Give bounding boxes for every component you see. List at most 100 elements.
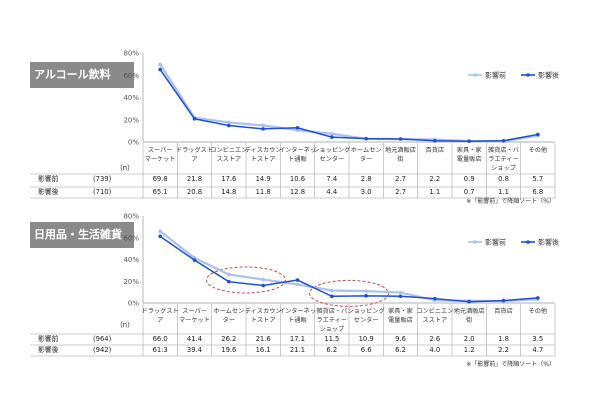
p0-series-0-line [159,63,539,143]
p1-row-0-value-5: 11.5 [324,335,339,343]
p1-category-label-8-1: スストア [422,317,447,324]
p0-row-n-0: (739) [93,175,112,183]
p1-row-name-0: 影響前 [38,334,59,343]
p1-series-0-point-3 [261,277,265,282]
p1-series-1-point-8 [433,296,437,301]
panel-label-alcohol: アルコール飲料 [30,62,134,88]
p1-legend-marker-0 [473,240,477,244]
p1-category-label-7-1: 電量販店 [388,316,413,324]
p1-row-name-1: 影響後 [38,345,59,354]
p1-row-0-value-9: 2.0 [464,335,475,343]
p1-series-0-point-2 [227,272,231,277]
p0-category-label-5-0: ショッピング [313,146,350,154]
p0-row-name-1: 影響後 [38,187,59,196]
p0-row-0-value-10: 0.8 [498,175,509,183]
p1-category-label-2-0: ホームセン [213,308,244,315]
p0-row-1-value-7: 2.7 [395,188,406,196]
p0-legend-label-1: 影響後 [538,71,559,80]
p1-row-1-value-3: 16.1 [256,346,271,354]
p1-series-0-point-6 [364,289,368,293]
p1-row-0-value-3: 21.6 [256,335,271,343]
p0-row-1-value-0: 65.1 [153,188,168,196]
p1-row-0-value-8: 2.6 [429,335,440,343]
p1-sort-note: ※「影響前」で降順ソート（%） [466,360,555,368]
p1-row-0-value-10: 1.8 [498,335,509,343]
p1-ytick-1: 20% [123,278,139,286]
p1-category-label-10-0: 百貨店 [494,307,513,315]
p1-legend-marker-1 [526,240,530,244]
p0-series-0-point-3 [261,123,265,128]
p0-category-label-2-1: スストア [216,156,241,163]
p1-series-1-point-10 [501,298,506,303]
p1-row-1-value-9: 1.2 [464,346,475,354]
p0-category-label-8-0: 百貨店 [426,146,445,154]
p1-series-1-point-7 [398,294,403,299]
p0-category-label-9-1: 電量販店 [457,155,482,163]
p0-row-0-value-7: 2.7 [395,175,406,183]
p1-category-label-0-1: ア [157,317,163,324]
p1-row-0-value-7: 9.6 [395,335,406,343]
p0-series-1-point-10 [501,138,506,143]
p0-series-1-point-11 [536,132,540,137]
p1-ytick-2: 40% [123,256,139,264]
p1-series-1-line [159,235,538,303]
p0-row-1-value-3: 11.8 [256,188,271,196]
p1-category-label-1-1: マーケット [179,317,210,324]
p1-row-0-value-11: 3.5 [532,335,543,343]
p0-row-name-0: 影響前 [38,174,59,183]
p0-row-0-value-6: 2.8 [361,175,372,183]
p1-row-1-value-11: 4.7 [532,346,543,354]
p0-row-1-value-5: 4.4 [326,188,337,196]
p0-ytick-4: 80% [123,50,139,58]
p0-category-label-3-0: ディスカウン [245,146,282,154]
p0-ytick-1: 20% [123,116,139,124]
p1-row-1-value-1: 39.4 [187,346,202,354]
p1-ytick-4: 80% [123,213,139,221]
p0-category-label-4-0: インターネッ [279,146,316,154]
p0-ytick-0: 0% [128,139,139,147]
p1-series-1-point-11 [536,296,540,300]
p0-series-1-point-9 [467,139,471,144]
p1-category-label-6-0: ショッピング [348,307,385,315]
p0-series-0-point-2 [227,120,231,125]
p1-series-1-point-9 [467,299,471,304]
p0-series-1-point-4 [295,125,300,130]
p0-row-1-value-6: 3.0 [361,188,372,196]
p1-row-1-value-5: 6.2 [326,346,337,354]
p1-row-1-value-2: 19.6 [221,346,236,354]
p1-row-1-value-4: 21.1 [290,346,305,354]
p0-series-1-point-8 [433,138,437,143]
p1-series-1-point-1 [192,258,197,262]
p0-row-n-1: (710) [93,188,112,196]
p1-legend-label-1: 影響後 [538,238,559,247]
p0-category-label-0-1: マーケット [145,156,176,163]
p0-category-label-2-0: コンビニエン [210,146,247,154]
p1-series-1-point-3 [261,283,265,288]
p1-legend-label-0: 影響前 [485,238,506,247]
p1-series-1-point-2 [227,279,231,284]
p0-legend-marker-0 [473,73,477,77]
p0-row-0-value-11: 5.7 [532,175,543,183]
p0-series-1-point-2 [227,123,231,128]
p1-category-label-7-0: 家具・家 [388,307,413,315]
p1-row-1-value-10: 2.2 [498,346,509,354]
p1-category-label-9-1: 街 [466,316,472,324]
p1-ytick-3: 60% [123,234,139,242]
p0-row-1-value-8: 1.1 [429,188,440,196]
p1-highlight-ellipse-1 [309,279,389,307]
p1-series-0-point-4 [295,282,300,287]
p0-category-label-0-0: スーパー [148,147,173,154]
p1-row-1-value-8: 4.0 [429,346,440,354]
p1-category-label-5-0: 雑貨店・バ [316,307,347,315]
p1-series-1-point-6 [364,294,368,298]
panel-label-daily-goods: 日用品・生活雑貨 [30,222,134,248]
p1-series-0-point-0 [158,229,162,234]
p1-category-label-4-0: インターネッ [279,307,316,315]
p1-row-0-value-4: 17.1 [290,335,305,343]
p0-sort-note: ※「影響前」で降順ソート（%） [466,197,555,205]
p0-category-label-10-2: ショップ [491,165,517,172]
p0-category-label-5-1: センター [319,155,344,163]
p1-row-0-value-1: 41.4 [187,335,202,343]
p0-n-header: （n） [116,164,134,172]
